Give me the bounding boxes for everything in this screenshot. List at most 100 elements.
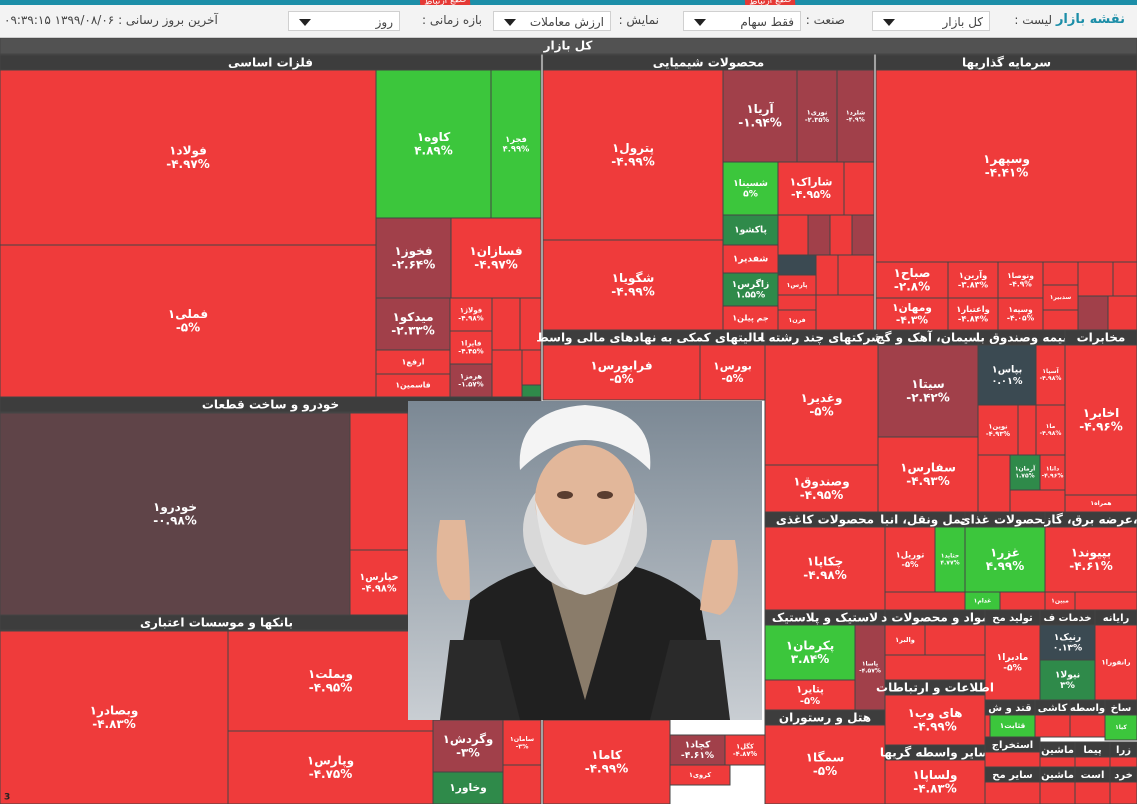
stock-change: -۵%: [722, 372, 744, 385]
list-dropdown[interactable]: کل بازار: [872, 11, 990, 31]
stock-cell: [1064, 344, 1137, 496]
stock-symbol: خودرو۱: [153, 500, 197, 515]
sector-name: محصولات غذای: [960, 513, 1051, 528]
stock-change: -۱.۹۴%: [738, 116, 782, 130]
stock-symbol: سمگا۱: [806, 750, 845, 764]
sector-name: سرمایه گذاریها: [962, 56, 1051, 70]
sector-header: [542, 54, 875, 71]
stock-cell: [836, 69, 875, 163]
filler-cell: [1039, 756, 1076, 768]
stock-change: -۴.۹۸%: [458, 315, 483, 323]
stock-cell: [1039, 659, 1096, 701]
display-dropdown[interactable]: ارزش معاملات: [493, 11, 611, 31]
stock-cell: [449, 297, 493, 332]
stock-cell: [0, 412, 351, 616]
sector-name: ماشین: [1041, 745, 1074, 756]
stock-cell: [699, 344, 766, 401]
filler-cell: [924, 624, 986, 656]
stock-change: -۵%: [813, 764, 837, 778]
filler-cell: [1077, 261, 1114, 297]
stock-cell: [796, 69, 838, 163]
stock-change: -۴.۹۹%: [913, 720, 957, 734]
stock-symbol: توریل۱: [896, 549, 925, 560]
sector-name: ساخ: [1111, 703, 1132, 714]
industry-dropdown[interactable]: فقط سهام: [683, 11, 801, 31]
filler-cell: [843, 161, 875, 216]
filler-cell: [349, 412, 409, 551]
filler-cell: [837, 254, 875, 296]
stock-symbol: کروی۱: [689, 771, 711, 779]
stock-cell: [502, 719, 542, 766]
sector-name: استخراج: [992, 740, 1033, 751]
filler-cell: [815, 254, 839, 296]
stock-symbol: ولساپا۱: [912, 768, 957, 783]
stock-symbol: بورس۱: [713, 360, 752, 373]
list-label: لیست :: [1014, 13, 1052, 27]
stock-cell: [542, 239, 724, 331]
stock-cell: [854, 624, 886, 711]
stock-symbol: غدام۱: [974, 598, 992, 605]
stock-symbol: آریا۱: [746, 101, 774, 116]
sector-header: [1104, 699, 1137, 716]
stock-change: ۰.۱۳%: [1053, 643, 1082, 654]
stock-symbol: رانفورا۱: [1101, 659, 1130, 667]
sector-name: تولید مح: [992, 613, 1033, 624]
sector-name: اطلاعات و ارتباطات: [876, 681, 994, 696]
filler-cell: [491, 349, 523, 398]
filler-cell: [1017, 404, 1037, 456]
filler-cell: [1074, 591, 1137, 611]
stock-cell: [1044, 526, 1137, 593]
stock-cell: [669, 764, 731, 786]
stock-cell: [777, 274, 817, 296]
sector-name: عرضه برق، گاز،: [1043, 513, 1137, 527]
stock-cell: [722, 214, 779, 246]
stock-cell: [227, 630, 434, 732]
stock-change: -۴.۹۵%: [800, 488, 844, 502]
stock-cell: [977, 404, 1019, 456]
stock-cell: [997, 297, 1044, 331]
filler-cell: [1074, 781, 1111, 804]
stock-symbol: وآرین۱: [959, 269, 988, 281]
stock-cell: [764, 464, 879, 513]
stock-symbol: زاگرس۱: [732, 278, 770, 290]
stock-change: -۴.۸۷%: [733, 750, 757, 758]
stock-cell: [722, 244, 779, 274]
stock-change: -۴.۸۳%: [913, 782, 957, 796]
stock-symbol: مبین۱: [1051, 598, 1069, 605]
stock-symbol: مادیرا۱: [997, 652, 1029, 663]
stock-change: -۴.۷۵%: [309, 767, 353, 781]
root-header: [0, 37, 1137, 55]
stock-cell: [542, 344, 701, 401]
stock-symbol: کچاد۱: [685, 739, 711, 750]
sector-header: [884, 679, 986, 696]
root-title: کل بازار: [543, 39, 593, 53]
sector-header: [875, 54, 1137, 71]
stock-symbol: دانا۱: [1046, 466, 1059, 473]
stock-symbol: سیتا۱: [911, 377, 944, 391]
filler-cell: [521, 384, 542, 398]
stock-symbol: وگردش۱: [443, 732, 493, 747]
stock-change: -۱.۵۷%: [458, 381, 483, 389]
stock-symbol: فرابورس۱: [590, 358, 652, 373]
sector-name: قند و ش: [988, 703, 1031, 714]
filler-cell: [884, 591, 966, 611]
stock-cell: [764, 344, 879, 466]
period-dropdown[interactable]: روز: [288, 11, 400, 31]
stock-symbol: آسپا۱: [1042, 366, 1059, 375]
sector-name: سایر مح: [992, 770, 1033, 781]
stock-change: -۴.۸۴%: [958, 314, 989, 324]
stock-cell: [449, 363, 493, 398]
stock-change: -۵%: [176, 321, 200, 335]
sector-name: ماشین: [1041, 770, 1074, 781]
stock-change: -۴.۹۸%: [803, 568, 847, 582]
stock-change: -۴.۹۳%: [906, 474, 950, 488]
sector-header: [764, 709, 886, 726]
sector-name: واسطه: [1070, 703, 1105, 714]
filler-cell: [884, 654, 986, 681]
sector-header: [1109, 766, 1137, 783]
stock-change: -۴.۹%: [1009, 280, 1032, 289]
stock-cell: [375, 297, 451, 351]
sector-name: رایانه: [1103, 613, 1130, 624]
sector-name: مخابرات: [1077, 331, 1126, 345]
